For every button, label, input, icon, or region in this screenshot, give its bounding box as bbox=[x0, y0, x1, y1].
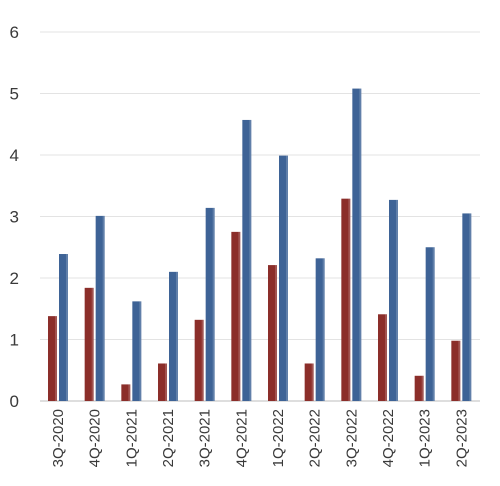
bar-series-1-3Q-2022 bbox=[341, 198, 351, 401]
x-tick-label: 4Q-2021 bbox=[233, 409, 250, 467]
bar-highlight bbox=[238, 231, 241, 401]
bar-highlight bbox=[102, 215, 105, 401]
bar-highlight bbox=[458, 340, 461, 401]
x-tick-label: 3Q-2021 bbox=[197, 409, 214, 467]
bar-series-1-2Q-2022 bbox=[304, 363, 314, 401]
bar-series-2-2Q-2023 bbox=[462, 213, 472, 401]
y-tick-label: 2 bbox=[10, 269, 19, 288]
bar-series-2-4Q-2021 bbox=[242, 119, 252, 401]
bar-series-2-4Q-2022 bbox=[389, 199, 398, 401]
bar-highlight bbox=[348, 198, 351, 401]
bar-series-1-1Q-2023 bbox=[414, 375, 424, 401]
y-tick-label: 3 bbox=[10, 208, 19, 227]
x-axis: 3Q-2020 4Q-2020 1Q-2021 2Q-2021 3Q-2021 4Q-20… bbox=[50, 409, 470, 467]
y-tick-label: 5 bbox=[10, 85, 19, 104]
y-axis: 0 1 2 3 4 5 6 bbox=[10, 23, 19, 411]
gridlines bbox=[40, 31, 480, 402]
bar-series-2-3Q-2022 bbox=[352, 88, 362, 401]
bar-highlight bbox=[249, 119, 252, 401]
bar-highlight bbox=[66, 254, 68, 401]
bar-series-1-3Q-2021 bbox=[194, 319, 204, 401]
x-tick-label: 3Q-2022 bbox=[343, 409, 360, 467]
x-tick-label: 2Q-2022 bbox=[307, 409, 324, 467]
x-tick-label: 1Q-2023 bbox=[417, 409, 434, 467]
bar-highlight bbox=[55, 316, 57, 401]
bar-series-2-1Q-2021 bbox=[132, 301, 142, 401]
bar-series-2-2Q-2022 bbox=[315, 258, 325, 401]
bar-highlight bbox=[212, 207, 215, 401]
y-tick-label: 6 bbox=[10, 23, 19, 42]
bar-highlight bbox=[201, 319, 204, 401]
bar-highlight bbox=[176, 271, 178, 401]
x-tick-label: 3Q-2020 bbox=[50, 409, 67, 467]
bar-highlight bbox=[275, 265, 277, 401]
x-tick-label: 4Q-2022 bbox=[380, 409, 397, 467]
bar-highlight bbox=[286, 155, 288, 401]
bar-highlight bbox=[359, 88, 362, 401]
bar-highlight bbox=[432, 247, 435, 401]
x-tick-label: 1Q-2022 bbox=[270, 409, 287, 467]
bar-series-2-3Q-2021 bbox=[205, 207, 215, 401]
bar-series-2-4Q-2020 bbox=[95, 215, 105, 401]
x-tick-label: 2Q-2021 bbox=[160, 409, 177, 467]
bar-series-2-3Q-2020 bbox=[59, 254, 68, 401]
bar-highlight bbox=[396, 199, 398, 401]
bar-highlight bbox=[139, 301, 142, 401]
bar-series-1-3Q-2020 bbox=[48, 316, 57, 401]
bar-series-1-4Q-2021 bbox=[231, 231, 241, 401]
bar-series-1-2Q-2023 bbox=[451, 340, 461, 401]
y-tick-label: 1 bbox=[10, 331, 19, 350]
bars bbox=[48, 88, 472, 401]
bar-series-2-1Q-2022 bbox=[279, 155, 288, 401]
bar-highlight bbox=[469, 213, 472, 401]
bar-highlight bbox=[128, 384, 131, 401]
bar-highlight bbox=[311, 363, 314, 401]
bar-series-1-4Q-2022 bbox=[378, 314, 387, 401]
bar-highlight bbox=[165, 363, 167, 401]
x-tick-label: 4Q-2020 bbox=[87, 409, 104, 467]
bar-series-1-2Q-2021 bbox=[158, 363, 167, 401]
y-tick-label: 0 bbox=[10, 392, 19, 411]
bar-highlight bbox=[421, 375, 424, 401]
bar-highlight bbox=[322, 258, 325, 401]
bar-highlight bbox=[91, 287, 94, 401]
bar-highlight bbox=[385, 314, 387, 401]
y-tick-label: 4 bbox=[10, 146, 19, 165]
bar-series-1-1Q-2021 bbox=[121, 384, 131, 401]
bar-series-1-1Q-2022 bbox=[268, 265, 277, 401]
bar-series-1-4Q-2020 bbox=[84, 287, 94, 401]
bar-series-2-2Q-2021 bbox=[169, 271, 178, 401]
x-tick-label: 1Q-2021 bbox=[123, 409, 140, 467]
bar-series-2-1Q-2023 bbox=[425, 247, 435, 401]
x-tick-label: 2Q-2023 bbox=[453, 409, 470, 467]
